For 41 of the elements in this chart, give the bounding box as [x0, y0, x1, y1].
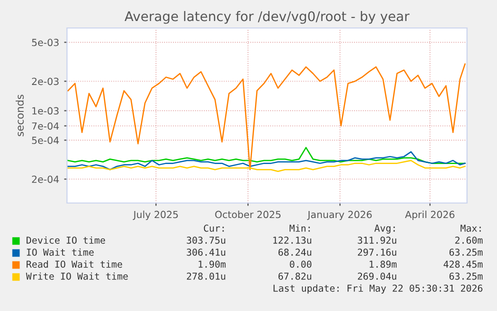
line-series	[67, 160, 466, 172]
legend-label: IO Wait time	[26, 248, 94, 256]
x-tick-label: January 2026	[307, 210, 372, 220]
text: 1.90m	[198, 260, 226, 268]
legend-label: Read IO Wait time	[26, 260, 122, 268]
legend-label: Device IO time	[26, 236, 106, 244]
legend-label: Write IO Wait time	[26, 272, 128, 280]
y-tick-label: 5e-03	[32, 38, 59, 46]
line-series	[67, 146, 466, 164]
text: Avg:	[374, 224, 395, 234]
text: Cur:	[204, 224, 224, 232]
text: 122.13u	[273, 236, 312, 244]
chart-title: Average latency for /dev/vg0/root - by year	[124, 11, 410, 24]
y-tick-label: 7e-04	[32, 122, 59, 130]
x-tick-label: July 2025	[132, 210, 178, 220]
text: 2.60m	[455, 236, 483, 244]
line-series	[67, 151, 466, 170]
text: 428.45m	[444, 260, 483, 268]
text: 67.82u	[278, 272, 312, 280]
y-tick-label: 2e-03	[32, 78, 59, 86]
text: 278.01u	[186, 272, 226, 280]
x-tick-label: April 2026	[405, 210, 454, 220]
text: Last update: Fri May 22 05:30:31 2026	[274, 284, 482, 294]
text: 269.04u	[358, 272, 396, 280]
text: Min:	[290, 224, 310, 232]
y-tick-label: 2e-04	[32, 176, 59, 183]
x-tick-label: October 2025	[215, 210, 281, 218]
line-series	[67, 63, 466, 170]
text: 303.75u	[186, 236, 226, 244]
text: 297.16u	[358, 248, 396, 256]
text: 0.00	[290, 260, 312, 268]
text: 63.25m	[450, 272, 483, 280]
y-tick-label: 5e-04	[32, 136, 59, 144]
text: 306.41u	[186, 248, 226, 256]
text: 1.89m	[370, 260, 397, 268]
y-axis-title: seconds	[16, 94, 24, 136]
text: 311.92u	[358, 236, 396, 244]
text: Max:	[460, 224, 481, 232]
text: 63.25m	[450, 248, 483, 256]
y-tick-label: 1e-03	[32, 107, 59, 115]
text: 68.24u	[278, 248, 312, 256]
